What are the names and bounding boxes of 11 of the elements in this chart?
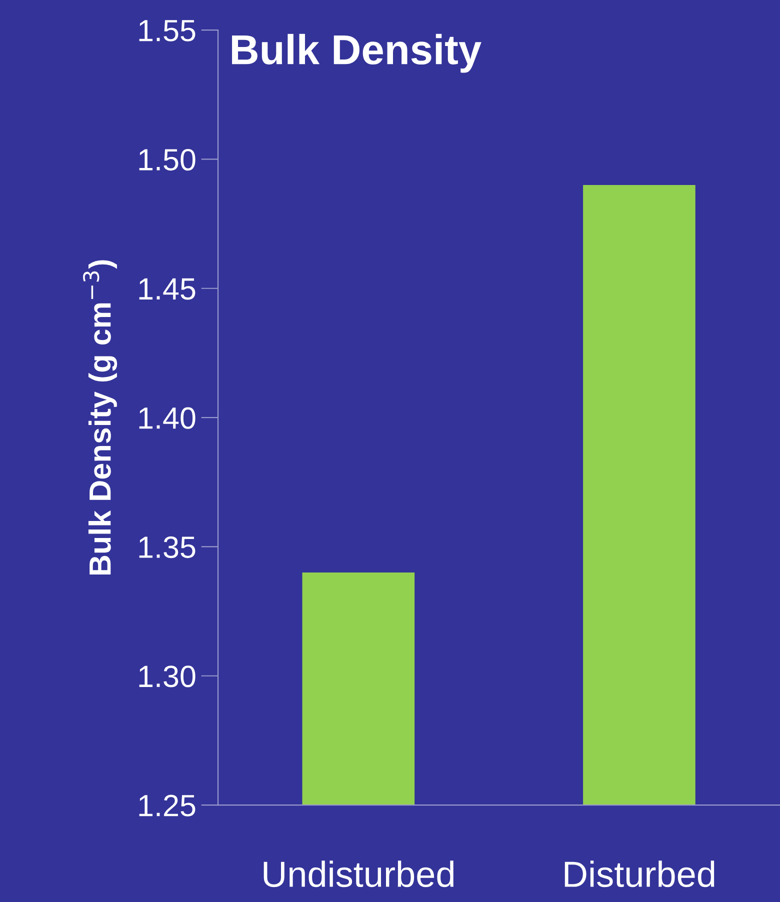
x-tick-label: Disturbed: [564, 860, 714, 888]
y-tick-label: 1.55: [139, 20, 196, 42]
y-tick-label: 1.50: [139, 148, 196, 171]
y-tick-label: 1.40: [139, 407, 196, 429]
y-tick-label: 1.30: [139, 666, 196, 688]
y-tick-label: 1.45: [139, 278, 196, 300]
y-tick-label: 1.35: [139, 536, 196, 558]
y-axis-title: Bulk Density (g cm$^{−3}$): [83, 260, 118, 575]
x-tick-label: Undisturbed: [264, 860, 454, 888]
y-tick-label: 1.25: [139, 794, 196, 816]
chart-title: Bulk Density: [232, 34, 482, 73]
